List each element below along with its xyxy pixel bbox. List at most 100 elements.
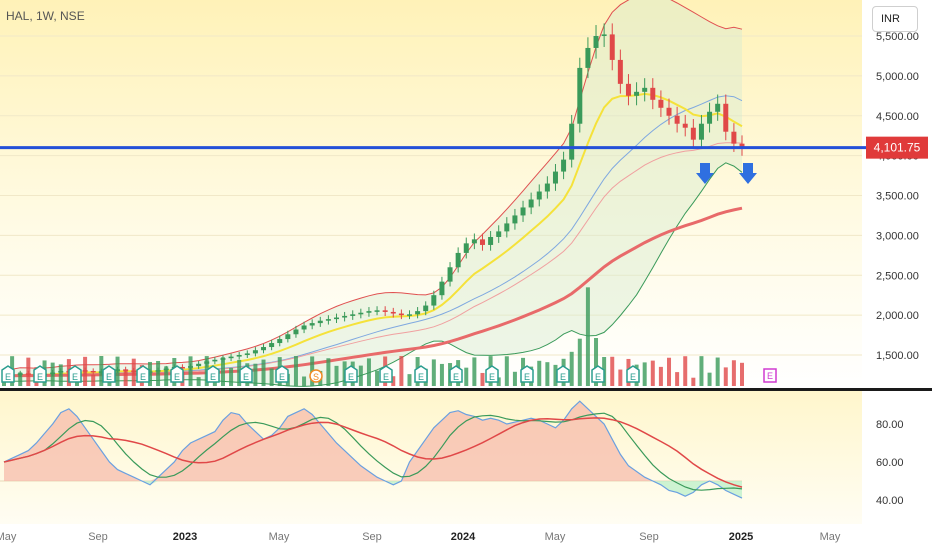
earnings-event-icon[interactable] xyxy=(136,365,150,383)
candle-body xyxy=(269,343,275,348)
volume-bar xyxy=(375,370,380,386)
volume-bar xyxy=(123,370,128,386)
volume-bar xyxy=(650,360,655,386)
earnings-event-label: E xyxy=(418,372,424,382)
future-earnings-icon[interactable] xyxy=(763,368,777,383)
price-axis-tick: 3,000.00 xyxy=(876,230,919,242)
candle-body xyxy=(147,371,153,373)
candle-body xyxy=(520,207,526,216)
candle-body xyxy=(715,103,721,112)
earnings-event-icon[interactable] xyxy=(414,365,428,383)
candle-body xyxy=(382,310,388,312)
candle-body xyxy=(390,311,396,314)
currency-button[interactable]: INR xyxy=(872,6,918,32)
volume-bar xyxy=(683,356,688,386)
earnings-event-icon[interactable] xyxy=(275,365,289,383)
candle-body xyxy=(536,191,542,200)
earnings-event-icon[interactable] xyxy=(239,365,253,383)
volume-bar xyxy=(675,372,680,386)
rsi-axis-tick: 40.00 xyxy=(876,495,904,507)
candle-body xyxy=(658,99,664,108)
time-axis-tick: 2025 xyxy=(729,531,753,543)
volume-bar xyxy=(618,369,623,386)
candle-body xyxy=(196,363,202,367)
price-axis-tick: 4,500.00 xyxy=(876,111,919,123)
earnings-event-icon[interactable] xyxy=(68,365,82,383)
candle-body xyxy=(431,295,437,306)
volume-bar xyxy=(229,367,234,386)
volume-bar xyxy=(261,359,266,386)
earnings-event-icon[interactable] xyxy=(170,365,184,383)
earnings-event-icon[interactable] xyxy=(33,365,47,383)
volume-bar xyxy=(723,367,728,386)
earnings-event-icon[interactable] xyxy=(591,365,605,383)
volume-bar xyxy=(715,357,720,386)
candle-body xyxy=(398,313,404,316)
price-axis-tick: 5,500.00 xyxy=(876,31,919,43)
earnings-event-icon[interactable] xyxy=(1,365,15,383)
price-axis-tick: 1,500.00 xyxy=(876,350,919,362)
earnings-event-label: E xyxy=(106,372,112,382)
volume-bar xyxy=(293,356,298,386)
candle-body xyxy=(277,339,283,344)
price-axis-tick: 5,000.00 xyxy=(876,71,919,83)
candle-body xyxy=(98,371,104,373)
earnings-event-icon[interactable] xyxy=(344,365,358,383)
candle-body xyxy=(479,239,485,245)
candle-body xyxy=(512,215,518,224)
candle-body xyxy=(585,47,591,68)
time-axis-tick: May xyxy=(820,531,841,543)
volume-bar xyxy=(553,364,558,386)
candle-body xyxy=(471,239,477,244)
volume-bar xyxy=(391,376,396,386)
earnings-event-icon[interactable] xyxy=(449,365,463,383)
symbol-label: HAL, 1W, NSE xyxy=(6,9,85,23)
earnings-event-icon[interactable] xyxy=(520,365,534,383)
earnings-event-label: E xyxy=(210,372,216,382)
earnings-event-icon[interactable] xyxy=(379,365,393,383)
earnings-event-label: E xyxy=(560,372,566,382)
rsi-signal-line xyxy=(3,412,743,491)
candle-body xyxy=(17,373,23,375)
candle-body xyxy=(25,373,31,375)
time-axis-tick: Sep xyxy=(88,531,108,543)
volume-bar xyxy=(334,365,339,386)
volume-bar xyxy=(407,374,412,386)
candle-body xyxy=(220,358,226,360)
volume-bar xyxy=(699,356,704,386)
dividend-event-icon[interactable] xyxy=(309,369,323,383)
candle-body xyxy=(188,366,194,368)
candle-body xyxy=(244,353,250,355)
earnings-event-icon[interactable] xyxy=(485,365,499,383)
candle-body xyxy=(666,107,672,116)
candle-body xyxy=(601,34,607,36)
earnings-event-label: E xyxy=(630,372,636,382)
candle-body xyxy=(325,319,331,321)
candle-body xyxy=(285,334,291,340)
volume-bar xyxy=(707,372,712,386)
rsi-ma-line xyxy=(3,417,743,488)
earnings-event-icon[interactable] xyxy=(556,365,570,383)
candle-body xyxy=(236,355,242,357)
volume-bar xyxy=(302,376,307,386)
candle-body xyxy=(625,83,631,96)
candle-body xyxy=(544,183,550,192)
earnings-event-label: E xyxy=(453,372,459,382)
candle-body xyxy=(504,223,510,232)
price-pane-background xyxy=(0,0,862,388)
earnings-event-icon[interactable] xyxy=(206,365,220,383)
price-axis-tick: 3,500.00 xyxy=(876,191,919,203)
earnings-event-icon[interactable] xyxy=(626,365,640,383)
volume-bar xyxy=(366,358,371,386)
volume-bar xyxy=(91,374,96,386)
volume-bar xyxy=(740,362,744,386)
volume-bar xyxy=(472,357,477,386)
candle-body xyxy=(131,370,137,373)
rsi-axis-tick: 80.00 xyxy=(876,419,904,431)
volume-bar xyxy=(504,356,509,386)
time-axis-tick: 2023 xyxy=(173,531,197,543)
earnings-event-icon[interactable] xyxy=(102,365,116,383)
volume-bar xyxy=(253,363,258,386)
rsi-axis-tick: 60.00 xyxy=(876,457,904,469)
